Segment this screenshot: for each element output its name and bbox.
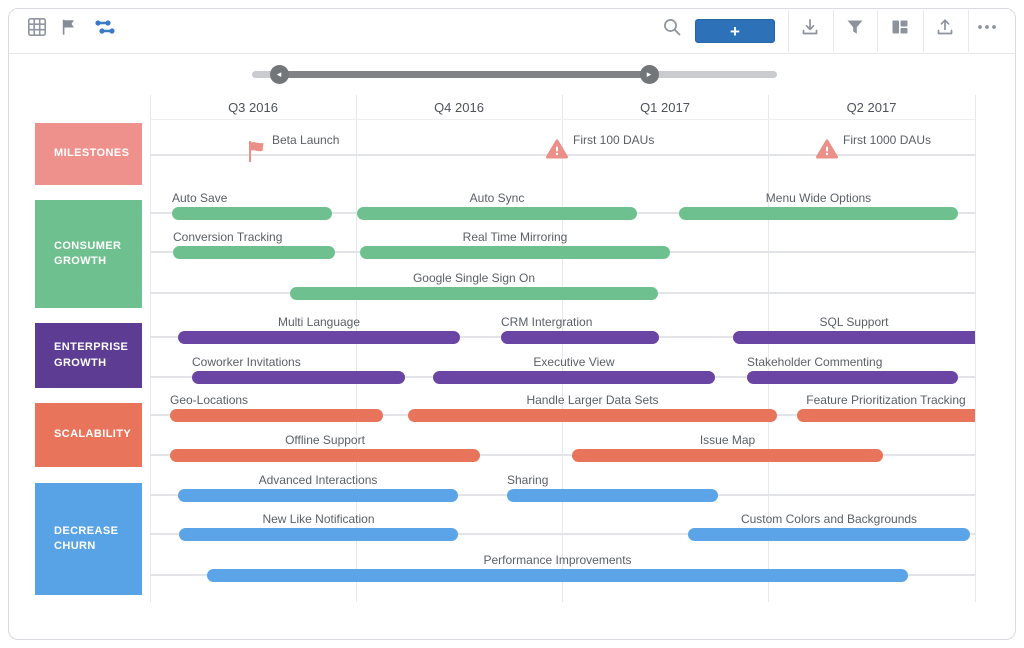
bar-label: SQL Support — [819, 315, 889, 329]
timeline-bar[interactable] — [357, 206, 637, 220]
bar-label: Google Single Sign On — [412, 271, 536, 285]
milestone-label: First 100 DAUs — [573, 133, 655, 147]
more-icon — [976, 17, 998, 40]
quarter-label: Q2 2017 — [846, 99, 897, 115]
timeline-bar[interactable] — [747, 370, 958, 384]
bar-label: Stakeholder Commenting — [747, 355, 883, 369]
slider-handle-left[interactable]: ◂ — [269, 65, 289, 84]
bar-label: New Like Notification — [262, 512, 375, 526]
timeline-icon — [94, 17, 116, 40]
bar-label: Performance Improvements — [483, 553, 632, 567]
timeline-bar[interactable] — [290, 286, 658, 300]
more-button[interactable] — [967, 10, 1007, 46]
table-view-button[interactable] — [17, 10, 57, 46]
bar-label: Advanced Interactions — [258, 473, 378, 487]
download-icon — [800, 17, 820, 40]
section-label-milestones[interactable]: MILESTONES — [35, 123, 142, 185]
bar-label: Executive View — [533, 355, 615, 369]
search-icon — [662, 17, 682, 40]
section-label-decrease-churn[interactable]: DECREASE CHURN — [35, 483, 142, 595]
quarter-label: Q3 2016 — [228, 99, 278, 115]
bar-label: Auto Sync — [469, 191, 525, 205]
bar-label: Feature Prioritization Tracking — [806, 393, 966, 407]
timeline-bar[interactable] — [797, 408, 975, 422]
bar-label: CRM Intergration — [501, 315, 593, 329]
toolbar-divider — [923, 10, 924, 52]
upload-icon — [935, 17, 955, 40]
timeline-bar[interactable] — [679, 206, 958, 220]
filter-icon — [845, 17, 865, 40]
toolbar-divider — [833, 10, 834, 52]
timeline-bar[interactable] — [178, 330, 460, 344]
bar-label: Conversion Tracking — [173, 230, 283, 244]
toolbar-divider — [788, 10, 789, 52]
section-label-scalability[interactable]: SCALABILITY — [35, 403, 142, 467]
bar-label: Multi Language — [277, 315, 361, 329]
grid-column-line — [356, 95, 357, 602]
layout-icon — [890, 17, 910, 40]
timeline-bar[interactable] — [733, 330, 975, 344]
timeline-bar[interactable] — [501, 330, 659, 344]
timeline-bar[interactable] — [178, 488, 458, 502]
timeline-bar[interactable] — [688, 527, 970, 541]
grid-column-line — [562, 95, 563, 602]
section-label-enterprise-growth[interactable]: ENTERPRISE GROWTH — [35, 323, 142, 388]
milestones-view-button[interactable] — [49, 10, 89, 46]
milestone-label: First 1000 DAUs — [843, 133, 932, 147]
timeline-bar[interactable] — [360, 245, 670, 259]
timeline-bar[interactable] — [433, 370, 715, 384]
table-icon — [27, 17, 47, 40]
timeline-bar[interactable] — [179, 527, 458, 541]
slider-range — [279, 71, 649, 78]
section-label-consumer-growth[interactable]: CONSUMER GROWTH — [35, 200, 142, 308]
bar-label: Custom Colors and Backgrounds — [740, 512, 918, 526]
timeline-bar[interactable] — [172, 206, 332, 220]
layout-button[interactable] — [880, 10, 920, 46]
timeline-bar[interactable] — [507, 488, 718, 502]
toolbar-divider — [968, 10, 969, 52]
bar-label: Auto Save — [172, 191, 228, 205]
timeline-view-button[interactable] — [85, 10, 125, 46]
warning-milestone-icon[interactable] — [545, 138, 569, 165]
header-underline — [150, 119, 975, 120]
filter-button[interactable] — [835, 10, 875, 46]
search-button[interactable] — [652, 10, 692, 46]
plus-icon: + — [730, 21, 740, 41]
bar-label: Issue Map — [699, 433, 756, 447]
slider-handle-right[interactable]: ▸ — [639, 65, 659, 84]
warning-milestone-icon[interactable] — [815, 138, 839, 165]
quarter-label: Q1 2017 — [640, 99, 690, 115]
bar-label: Sharing — [507, 473, 549, 487]
quarter-label: Q4 2016 — [434, 99, 484, 115]
timeline-bar[interactable] — [170, 448, 480, 462]
grid-column-line — [975, 95, 976, 602]
timeline-bar[interactable] — [207, 568, 908, 582]
download-button[interactable] — [790, 10, 830, 46]
timeline-bar[interactable] — [173, 245, 335, 259]
bar-label: Geo-Locations — [170, 393, 249, 407]
toolbar-border — [9, 53, 1015, 54]
bar-label: Menu Wide Options — [765, 191, 872, 205]
grid-column-line — [150, 95, 151, 602]
flag-milestone-icon[interactable] — [247, 138, 271, 169]
timeline-bar[interactable] — [192, 370, 405, 384]
bar-label: Coworker Invitations — [192, 355, 301, 369]
toolbar-divider — [877, 10, 878, 52]
row-line — [150, 533, 975, 535]
row-line — [150, 454, 975, 456]
add-item-button[interactable]: + — [695, 19, 775, 43]
milestone-label: Beta Launch — [272, 133, 340, 147]
timeline-bar[interactable] — [170, 408, 383, 422]
flag-icon — [60, 18, 78, 39]
bar-label: Handle Larger Data Sets — [526, 393, 659, 407]
timeline-bar[interactable] — [572, 448, 883, 462]
bar-label: Offline Support — [285, 433, 365, 447]
grid-column-line — [768, 95, 769, 602]
timeline-bar[interactable] — [408, 408, 777, 422]
bar-label: Real Time Mirroring — [462, 230, 568, 244]
upload-button[interactable] — [925, 10, 965, 46]
